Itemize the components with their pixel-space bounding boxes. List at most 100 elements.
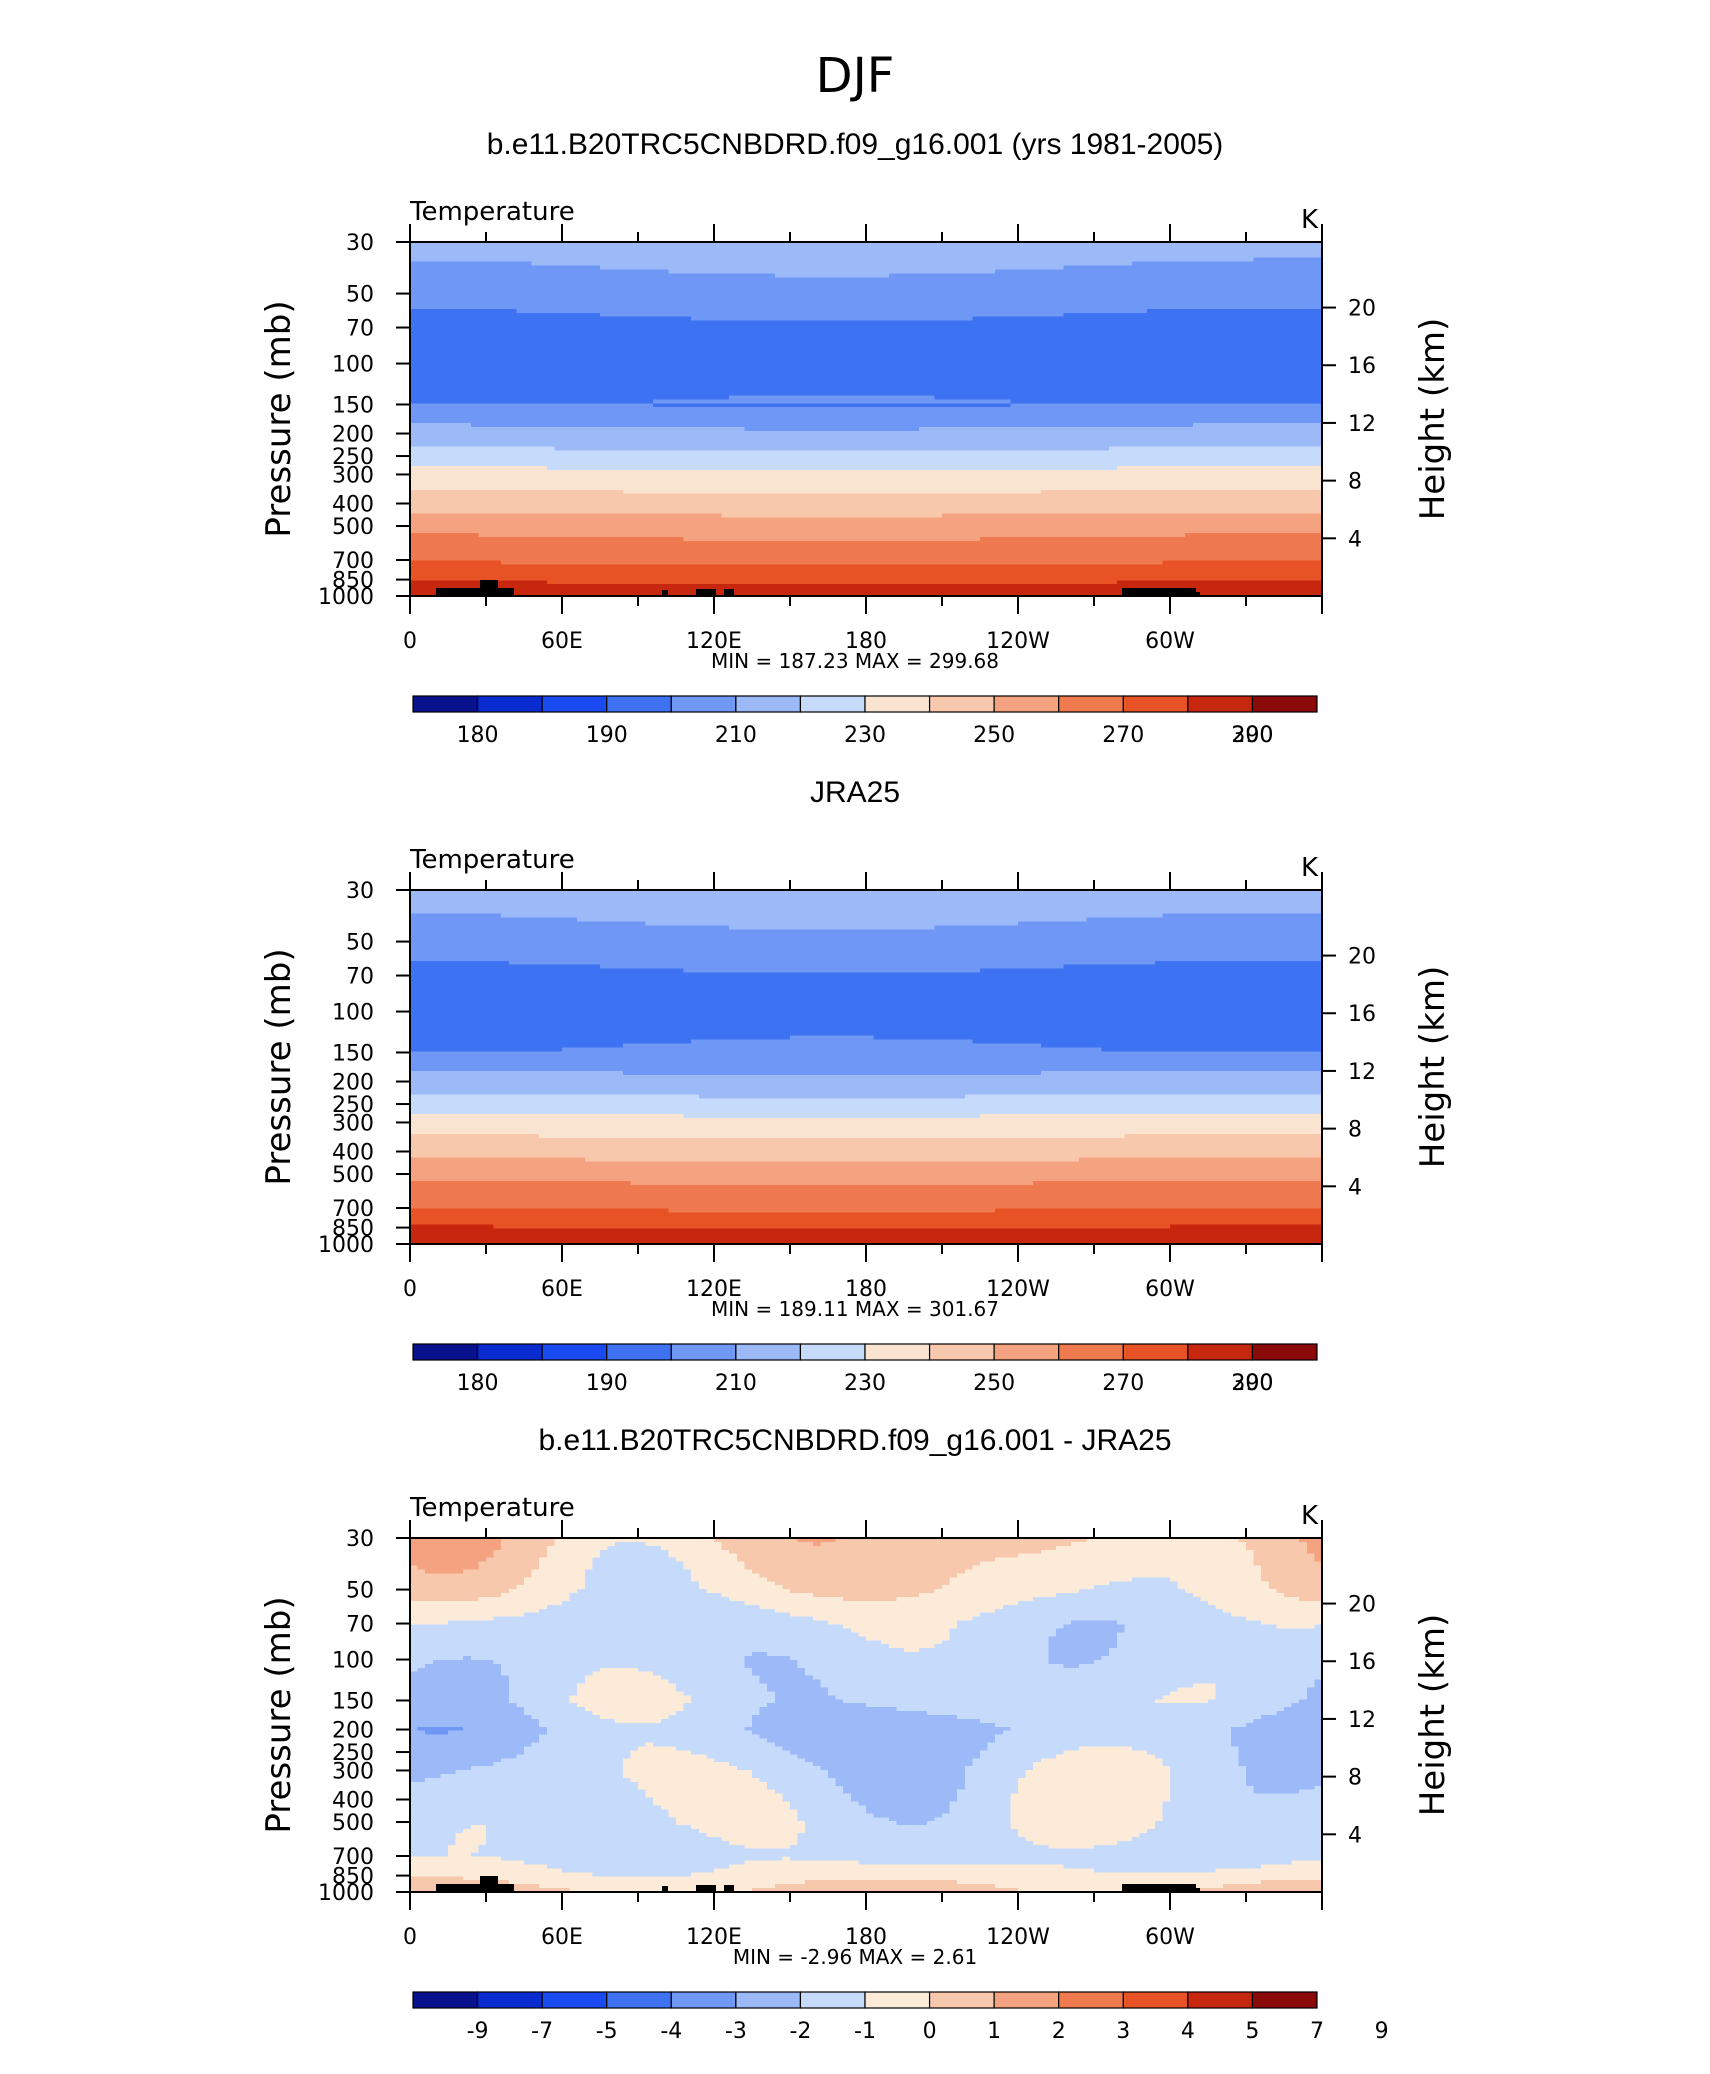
field-cell xyxy=(972,352,980,357)
field-cell xyxy=(760,305,768,310)
field-cell xyxy=(1094,281,1102,286)
field-cell xyxy=(1246,293,1254,298)
field-cell xyxy=(1041,395,1049,400)
field-cell xyxy=(965,285,973,290)
field-cell xyxy=(547,344,555,349)
field-cell xyxy=(904,391,912,396)
field-cell xyxy=(1178,246,1186,251)
field-cell xyxy=(1269,254,1277,259)
field-cell xyxy=(957,352,965,357)
field-cell xyxy=(813,277,821,282)
field-cell xyxy=(440,317,448,322)
field-cell xyxy=(1269,344,1277,349)
field-cell xyxy=(972,395,980,400)
field-cell xyxy=(904,380,912,385)
field-cell xyxy=(1117,360,1125,365)
field-cell xyxy=(691,372,699,377)
field-cell xyxy=(471,376,479,381)
field-cell xyxy=(1132,246,1140,251)
field-cell xyxy=(1307,368,1315,373)
field-cell xyxy=(1003,277,1011,282)
field-cell xyxy=(532,258,540,263)
field-cell xyxy=(668,289,676,294)
field-cell xyxy=(539,273,547,278)
field-cell xyxy=(1102,270,1110,275)
field-cell xyxy=(729,309,737,314)
field-cell xyxy=(600,388,608,393)
field-cell xyxy=(646,384,654,389)
field-cell xyxy=(456,336,464,341)
field-cell xyxy=(828,384,836,389)
field-cell xyxy=(539,246,547,251)
field-cell xyxy=(988,340,996,345)
field-cell xyxy=(874,321,882,326)
field-cell xyxy=(1155,348,1163,353)
field-cell xyxy=(1284,317,1292,322)
field-cell xyxy=(1071,313,1079,318)
field-cell xyxy=(1109,313,1117,318)
field-cell xyxy=(820,399,828,404)
field-cell xyxy=(585,309,593,314)
field-cell xyxy=(1155,305,1163,310)
field-cell xyxy=(737,325,745,330)
field-cell xyxy=(1018,364,1026,369)
field-cell xyxy=(1231,321,1239,326)
field-cell xyxy=(1071,325,1079,330)
field-cell xyxy=(1064,293,1072,298)
field-cell xyxy=(638,329,646,334)
field-cell xyxy=(1086,332,1094,337)
field-cell xyxy=(790,360,798,365)
field-cell xyxy=(1018,391,1026,396)
field-cell xyxy=(691,297,699,302)
field-cell xyxy=(813,384,821,389)
field-cell xyxy=(1193,380,1201,385)
field-cell xyxy=(585,395,593,400)
field-cell xyxy=(1071,344,1079,349)
field-cell xyxy=(1147,277,1155,282)
field-cell xyxy=(972,325,980,330)
field-cell xyxy=(972,360,980,365)
field-cell xyxy=(843,305,851,310)
field-cell xyxy=(1026,329,1034,334)
field-cell xyxy=(1223,305,1231,310)
field-cell xyxy=(425,380,433,385)
field-cell xyxy=(1162,380,1170,385)
field-cell xyxy=(851,281,859,286)
field-cell xyxy=(509,336,517,341)
field-cell xyxy=(813,332,821,337)
field-cell xyxy=(524,356,532,361)
field-cell xyxy=(828,289,836,294)
field-cell xyxy=(509,391,517,396)
field-cell xyxy=(767,340,775,345)
field-cell xyxy=(1071,305,1079,310)
field-cell xyxy=(775,246,783,251)
field-cell xyxy=(965,289,973,294)
field-cell xyxy=(1003,273,1011,278)
field-cell xyxy=(661,368,669,373)
field-cell xyxy=(1231,336,1239,341)
field-cell xyxy=(866,340,874,345)
field-cell xyxy=(1018,336,1026,341)
field-cell xyxy=(638,336,646,341)
field-cell xyxy=(539,301,547,306)
field-cell xyxy=(570,246,578,251)
field-cell xyxy=(1056,285,1064,290)
field-cell xyxy=(676,391,684,396)
field-cell xyxy=(790,325,798,330)
field-cell xyxy=(1193,262,1201,267)
field-cell xyxy=(653,388,661,393)
field-cell xyxy=(919,391,927,396)
field-cell xyxy=(646,305,654,310)
field-cell xyxy=(729,340,737,345)
field-cell xyxy=(912,266,920,271)
field-cell xyxy=(1124,399,1132,404)
field-cell xyxy=(896,273,904,278)
field-cell xyxy=(805,344,813,349)
field-cell xyxy=(524,352,532,357)
field-cell xyxy=(1147,262,1155,267)
field-cell xyxy=(1246,376,1254,381)
field-cell xyxy=(1109,250,1117,255)
field-cell xyxy=(1041,309,1049,314)
field-cell xyxy=(448,332,456,337)
field-cell xyxy=(752,289,760,294)
